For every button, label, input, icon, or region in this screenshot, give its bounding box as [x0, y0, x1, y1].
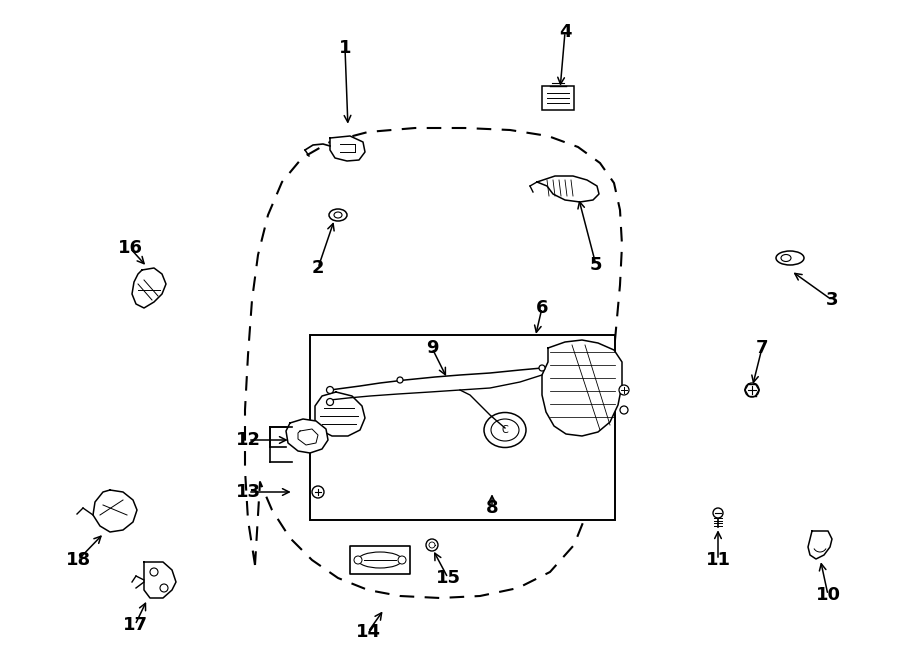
Text: 10: 10 [815, 586, 841, 604]
Circle shape [150, 568, 158, 576]
Polygon shape [537, 176, 599, 202]
Text: 7: 7 [756, 339, 769, 357]
Polygon shape [350, 546, 410, 574]
Text: 17: 17 [122, 616, 148, 634]
Circle shape [429, 542, 435, 548]
Ellipse shape [334, 212, 342, 218]
Polygon shape [93, 490, 137, 532]
Text: 8: 8 [486, 499, 499, 517]
Ellipse shape [491, 419, 519, 441]
Text: 11: 11 [706, 551, 731, 569]
Polygon shape [298, 429, 318, 445]
Circle shape [354, 556, 362, 564]
Text: 15: 15 [436, 569, 461, 587]
Polygon shape [286, 419, 328, 453]
Ellipse shape [781, 254, 791, 262]
Circle shape [327, 387, 334, 393]
Bar [350, 546, 410, 574]
Text: 3: 3 [826, 291, 838, 309]
Ellipse shape [776, 251, 804, 265]
Circle shape [426, 539, 438, 551]
Ellipse shape [358, 552, 402, 568]
Bar [310, 335, 615, 520]
Text: 2: 2 [311, 259, 324, 277]
Text: 13: 13 [236, 483, 260, 501]
Polygon shape [315, 392, 365, 436]
Circle shape [312, 486, 324, 498]
Text: 16: 16 [118, 239, 142, 257]
Polygon shape [330, 136, 365, 161]
Ellipse shape [484, 412, 526, 447]
Circle shape [160, 584, 168, 592]
Text: 18: 18 [66, 551, 91, 569]
Circle shape [620, 406, 628, 414]
Ellipse shape [329, 209, 347, 221]
Polygon shape [132, 268, 166, 308]
Circle shape [745, 383, 759, 397]
Polygon shape [808, 531, 832, 559]
Circle shape [713, 508, 723, 518]
Text: 14: 14 [356, 623, 381, 641]
Text: 1: 1 [338, 39, 351, 57]
Text: C: C [501, 425, 508, 435]
Text: 9: 9 [426, 339, 438, 357]
Circle shape [619, 385, 629, 395]
Text: 5: 5 [590, 256, 602, 274]
Circle shape [327, 399, 334, 405]
Text: 4: 4 [559, 23, 572, 41]
Bar [542, 86, 574, 110]
Text: 12: 12 [236, 431, 260, 449]
Circle shape [539, 365, 545, 371]
Polygon shape [144, 562, 176, 598]
Text: 6: 6 [536, 299, 548, 317]
Circle shape [398, 556, 406, 564]
Circle shape [397, 377, 403, 383]
Polygon shape [542, 340, 622, 436]
